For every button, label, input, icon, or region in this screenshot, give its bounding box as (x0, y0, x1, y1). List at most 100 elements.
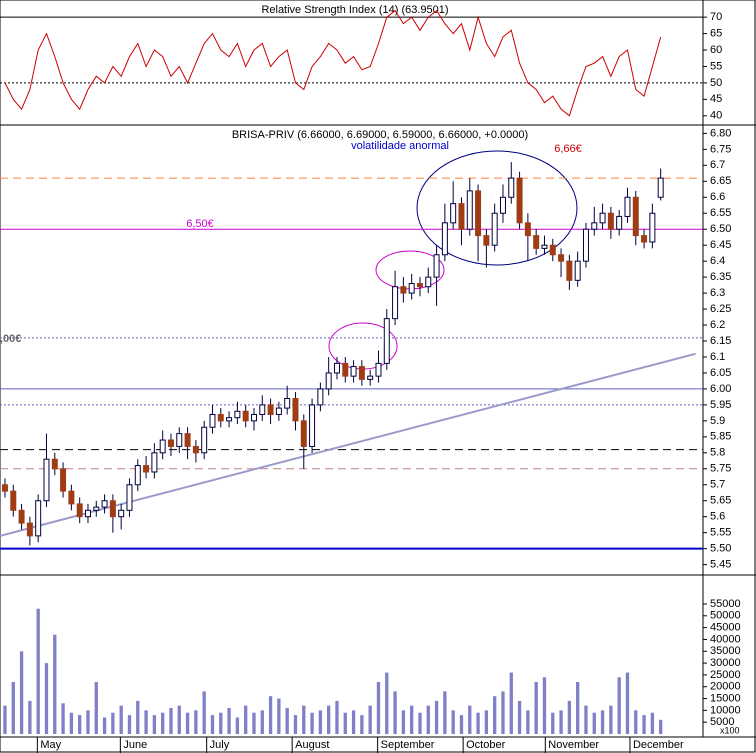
y-tick-label: 5.6 (710, 511, 725, 523)
volume-bar (509, 672, 513, 734)
y-tick-label: 6.4 (710, 255, 725, 267)
candle-body (84, 509, 91, 518)
volume-bar (542, 677, 547, 734)
candle-body (292, 398, 299, 422)
candle-body (209, 413, 216, 428)
candle-body (491, 212, 498, 246)
candle-body (416, 283, 423, 288)
candle-body (558, 254, 565, 262)
candle-body (201, 426, 208, 454)
volume-bar (318, 710, 323, 734)
volume-bar (94, 682, 98, 734)
volume-bar (360, 715, 364, 734)
volume-bar (418, 712, 422, 734)
candle-body (358, 366, 365, 380)
y-tick-label: 65 (710, 27, 722, 39)
y-tick-label: 6.05 (710, 367, 731, 379)
y-tick-label: 6.80 (710, 127, 731, 139)
volume-bar (534, 682, 538, 734)
candle-body (466, 190, 473, 230)
volume-bar (260, 710, 264, 734)
y-tick-label: 6.2 (710, 319, 725, 331)
volume-bar (434, 700, 439, 734)
x-tick-label: May (40, 739, 61, 751)
volume-bar (310, 712, 314, 734)
candle-body (10, 490, 17, 511)
annotation: ,00€ (0, 333, 21, 345)
volume-bar (343, 712, 347, 734)
candle-body (499, 196, 506, 214)
y-tick-label: 5.85 (710, 431, 731, 443)
candle-body (524, 222, 531, 237)
x-tick-label: October (466, 739, 505, 751)
candle-body (109, 500, 116, 518)
volume-bar (44, 663, 49, 734)
candle-body (43, 458, 50, 502)
volume-bar (368, 705, 372, 734)
volume-bar (650, 712, 655, 734)
y-tick-label: 40000 (710, 633, 741, 645)
volume-bar (102, 717, 107, 734)
rsi-line (4, 9, 662, 117)
y-tick-label: 35000 (710, 645, 741, 657)
candle-body (176, 433, 183, 447)
volume-bar (600, 710, 605, 734)
candle-body (309, 404, 316, 447)
volume-bar (19, 651, 24, 734)
highlight-ellipse (416, 150, 578, 266)
y-tick-label: 60 (710, 44, 722, 56)
candle-body (475, 190, 482, 237)
y-tick-label: 5.65 (710, 495, 731, 507)
volume-bar (78, 715, 82, 734)
volume-bar (152, 715, 157, 734)
volume-bar (659, 719, 663, 734)
y-tick-label: 6.3 (710, 287, 725, 299)
volume-bar (517, 700, 522, 734)
volume-bar (144, 710, 148, 734)
volume-bar (376, 682, 381, 734)
y-tick-label: 5000 (710, 716, 734, 728)
candle-body (242, 410, 249, 422)
price-title: BRISA-PRIV (6.66000, 6.69000, 6.59000, 6… (232, 129, 528, 141)
candle-body (101, 500, 108, 508)
volume-bar (393, 691, 397, 734)
volume-bar (385, 672, 389, 734)
volume-unit: x100 (720, 725, 740, 735)
volume-bar (202, 691, 206, 734)
volume-bar (227, 708, 231, 734)
candle-body (134, 465, 141, 486)
candle-body (93, 506, 100, 511)
y-tick-label: 6.7 (710, 159, 725, 171)
candle-body (541, 244, 548, 249)
y-tick-label: 6.55 (710, 207, 731, 219)
volume-bar (484, 710, 489, 734)
y-tick-label: 50 (710, 77, 722, 89)
y-tick-label: 25000 (710, 669, 741, 681)
volume-bar (185, 712, 190, 734)
candle-body (234, 410, 241, 419)
volume-bar (210, 715, 215, 734)
volume-bar (609, 705, 613, 734)
candle-body (433, 254, 440, 278)
volume-bar (169, 708, 173, 734)
y-tick-label: 6.75 (710, 143, 731, 155)
candle-body (325, 372, 332, 390)
y-tick-label: 5.9 (710, 415, 725, 427)
candle-body (566, 260, 573, 281)
volume-bar (625, 672, 630, 734)
y-tick-label: 6.50 (710, 223, 731, 235)
volume-bar (285, 708, 289, 734)
candle-body (607, 212, 614, 230)
volume-bar (426, 705, 430, 734)
candle-body (192, 445, 199, 454)
candle-body (641, 235, 648, 243)
volume-bar (3, 705, 7, 734)
y-tick-label: 10000 (710, 704, 741, 716)
volume-bar (268, 696, 273, 734)
volume-bar (53, 634, 57, 734)
y-tick-label: 5.7 (710, 479, 725, 491)
x-tick-label: September (381, 739, 435, 751)
candle-body (632, 196, 639, 237)
candle-body (441, 222, 448, 256)
y-tick-label: 55000 (710, 598, 741, 610)
